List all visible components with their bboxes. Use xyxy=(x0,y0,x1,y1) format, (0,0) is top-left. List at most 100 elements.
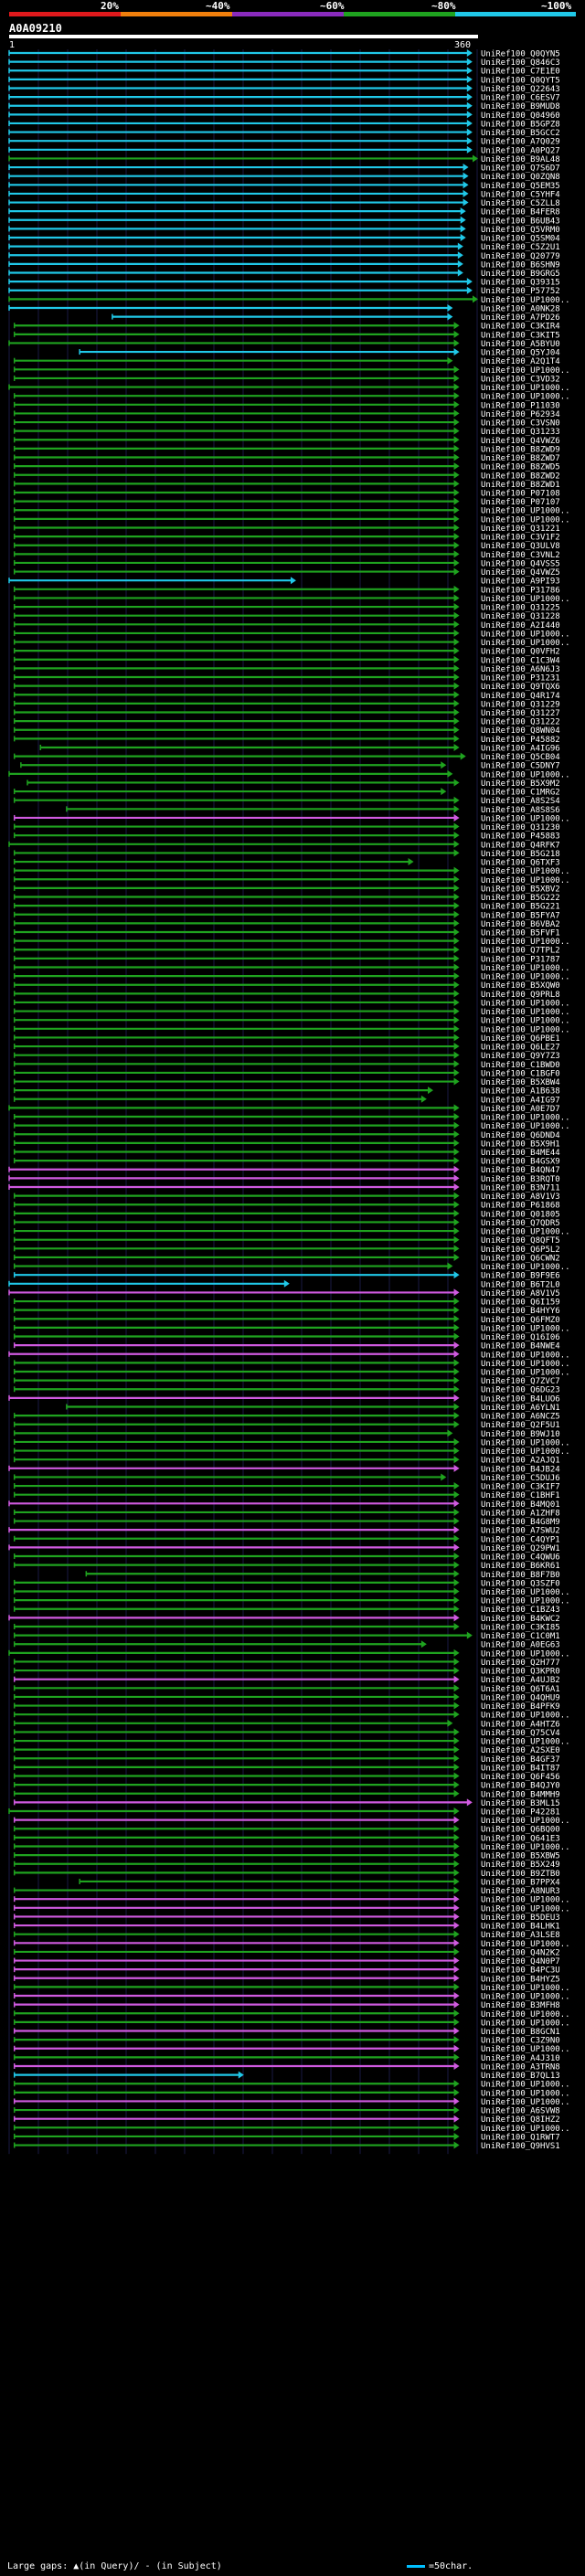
hit-arrowhead xyxy=(453,1394,460,1402)
hit-label: UniRef100_UP1000.. xyxy=(481,964,570,973)
hit-arrowhead xyxy=(453,603,460,611)
hit-label: UniRef100_UP1000.. xyxy=(481,2089,570,2098)
hit-arrowhead xyxy=(453,1482,460,1490)
hit-label: UniRef100_A6N6J3 xyxy=(481,665,560,674)
hit-label: UniRef100_P07108 xyxy=(481,490,560,499)
hit-arrowhead xyxy=(453,1692,460,1701)
hit-arrowhead xyxy=(453,1534,460,1542)
hit-label: UniRef100_Q75CV4 xyxy=(481,1729,560,1738)
identity-label-40: ~40% xyxy=(206,0,230,12)
hit-label: UniRef100_UP1000.. xyxy=(481,938,570,947)
hit-arrowhead xyxy=(453,963,460,971)
hit-label: UniRef100_UP1000.. xyxy=(481,1263,570,1272)
hit-arrowhead xyxy=(453,954,460,962)
hit-arrowhead xyxy=(453,348,460,356)
hit-arrowhead xyxy=(453,1939,460,1947)
hit-label: UniRef100_Q5EM35 xyxy=(481,182,560,191)
hit-label: UniRef100_B6KR61 xyxy=(481,1562,560,1571)
hit-arrowhead xyxy=(460,207,466,216)
hit-arrowhead xyxy=(453,1956,460,1965)
hit-label: UniRef100_B9ZTB0 xyxy=(481,1870,560,1879)
hit-arrowhead xyxy=(463,198,469,207)
hit-label: UniRef100_Q4R174 xyxy=(481,692,560,701)
hit-label: UniRef100_Q31225 xyxy=(481,604,560,613)
hit-arrowhead xyxy=(453,550,460,558)
hit-arrowhead xyxy=(453,374,460,382)
hit-label: UniRef100_Q22643 xyxy=(481,85,560,94)
hit-arrowhead xyxy=(457,242,463,250)
hit-arrowhead xyxy=(466,75,473,83)
hit-arrowhead xyxy=(453,1182,460,1191)
hit-label: UniRef100_UP1000.. xyxy=(481,1324,570,1333)
hit-label: UniRef100_B8ZWD7 xyxy=(481,454,560,463)
scale-legend: =50char. xyxy=(407,2561,473,2571)
hit-label: UniRef100_B4JB24 xyxy=(481,1465,560,1474)
hit-arrowhead xyxy=(447,303,453,312)
hit-arrowhead xyxy=(453,735,460,743)
hit-label: UniRef100_C3KIT5 xyxy=(481,331,560,340)
hit-arrowhead xyxy=(453,453,460,461)
hit-label: UniRef100_B5G222 xyxy=(481,894,560,903)
hit-label: UniRef100_Q6LE27 xyxy=(481,1044,560,1053)
hit-label: UniRef100_C3VSN0 xyxy=(481,419,560,429)
hit-label: UniRef100_Q7TPL2 xyxy=(481,947,560,956)
hit-label: UniRef100_A7PD26 xyxy=(481,313,560,323)
hit-arrowhead xyxy=(453,928,460,936)
hit-arrowhead xyxy=(453,1068,460,1076)
hit-label: UniRef100_Q8QFT5 xyxy=(481,1236,560,1246)
hit-arrowhead xyxy=(453,594,460,602)
hit-arrowhead xyxy=(466,1798,473,1807)
hit-arrowhead xyxy=(453,1578,460,1586)
hit-arrowhead xyxy=(453,366,460,374)
hit-label: UniRef100_C1BWD0 xyxy=(481,1061,560,1070)
hit-arrowhead xyxy=(453,647,460,655)
hit-label: UniRef100_UP1000.. xyxy=(481,384,570,393)
hit-arrowhead xyxy=(453,2115,460,2123)
hit-arrowhead xyxy=(453,1341,460,1350)
hit-arrowhead xyxy=(453,1192,460,1200)
hit-label: UniRef100_UP1000.. xyxy=(481,1122,570,1131)
hit-arrowhead xyxy=(466,145,473,154)
hit-label: UniRef100_B5X9H1 xyxy=(481,1140,560,1149)
hit-label: UniRef100_Q6FMZ0 xyxy=(481,1316,560,1325)
hit-label: UniRef100_Q0QYN5 xyxy=(481,50,560,59)
hit-arrowhead xyxy=(453,1227,460,1235)
hit-label: UniRef100_P31786 xyxy=(481,586,560,595)
hit-label: UniRef100_P07107 xyxy=(481,498,560,507)
hit-arrowhead xyxy=(453,1763,460,1771)
hit-label: UniRef100_A6SVW8 xyxy=(481,2107,560,2116)
hit-label: UniRef100_Q8WN04 xyxy=(481,726,560,736)
hit-arrowhead xyxy=(453,832,460,840)
hit-arrowhead xyxy=(453,1543,460,1552)
hit-arrowhead xyxy=(453,620,460,629)
hit-arrowhead xyxy=(466,119,473,127)
hit-label: UniRef100_Q6CWN2 xyxy=(481,1254,560,1263)
hit-label: UniRef100_Q31230 xyxy=(481,823,560,832)
hit-arrowhead xyxy=(453,1024,460,1033)
hit-arrowhead xyxy=(453,1508,460,1516)
hit-label: UniRef100_Q16I06 xyxy=(481,1333,560,1342)
hit-arrowhead xyxy=(453,339,460,347)
hit-label: UniRef100_B5X249 xyxy=(481,1860,560,1870)
hit-arrowhead xyxy=(290,577,296,585)
hit-arrowhead xyxy=(238,2071,244,2079)
hit-arrowhead xyxy=(453,682,460,690)
hit-arrowhead xyxy=(453,1447,460,1455)
hit-label: UniRef100_Q641E3 xyxy=(481,1834,560,1843)
hit-label: UniRef100_P45883 xyxy=(481,832,560,842)
hit-label: UniRef100_C5ZLL8 xyxy=(481,199,560,208)
hit-label: UniRef100_Q846C3 xyxy=(481,58,560,68)
hit-arrowhead xyxy=(453,1807,460,1815)
hit-label: UniRef100_UP1000.. xyxy=(481,2045,570,2054)
hit-arrowhead xyxy=(453,1684,460,1692)
hit-label: UniRef100_Q39315 xyxy=(481,279,560,288)
hit-label: UniRef100_Q6P5L2 xyxy=(481,1246,560,1255)
hit-arrowhead xyxy=(453,1842,460,1850)
hit-label: UniRef100_B5XBW5 xyxy=(481,1852,560,1861)
hit-arrowhead xyxy=(441,788,447,796)
hit-label: UniRef100_A0NK28 xyxy=(481,304,560,313)
hit-label: UniRef100_B5DEU3 xyxy=(481,1913,560,1923)
hit-label: UniRef100_Q2H777 xyxy=(481,1659,560,1668)
hit-arrowhead xyxy=(453,558,460,567)
hit-arrowhead xyxy=(453,1034,460,1042)
